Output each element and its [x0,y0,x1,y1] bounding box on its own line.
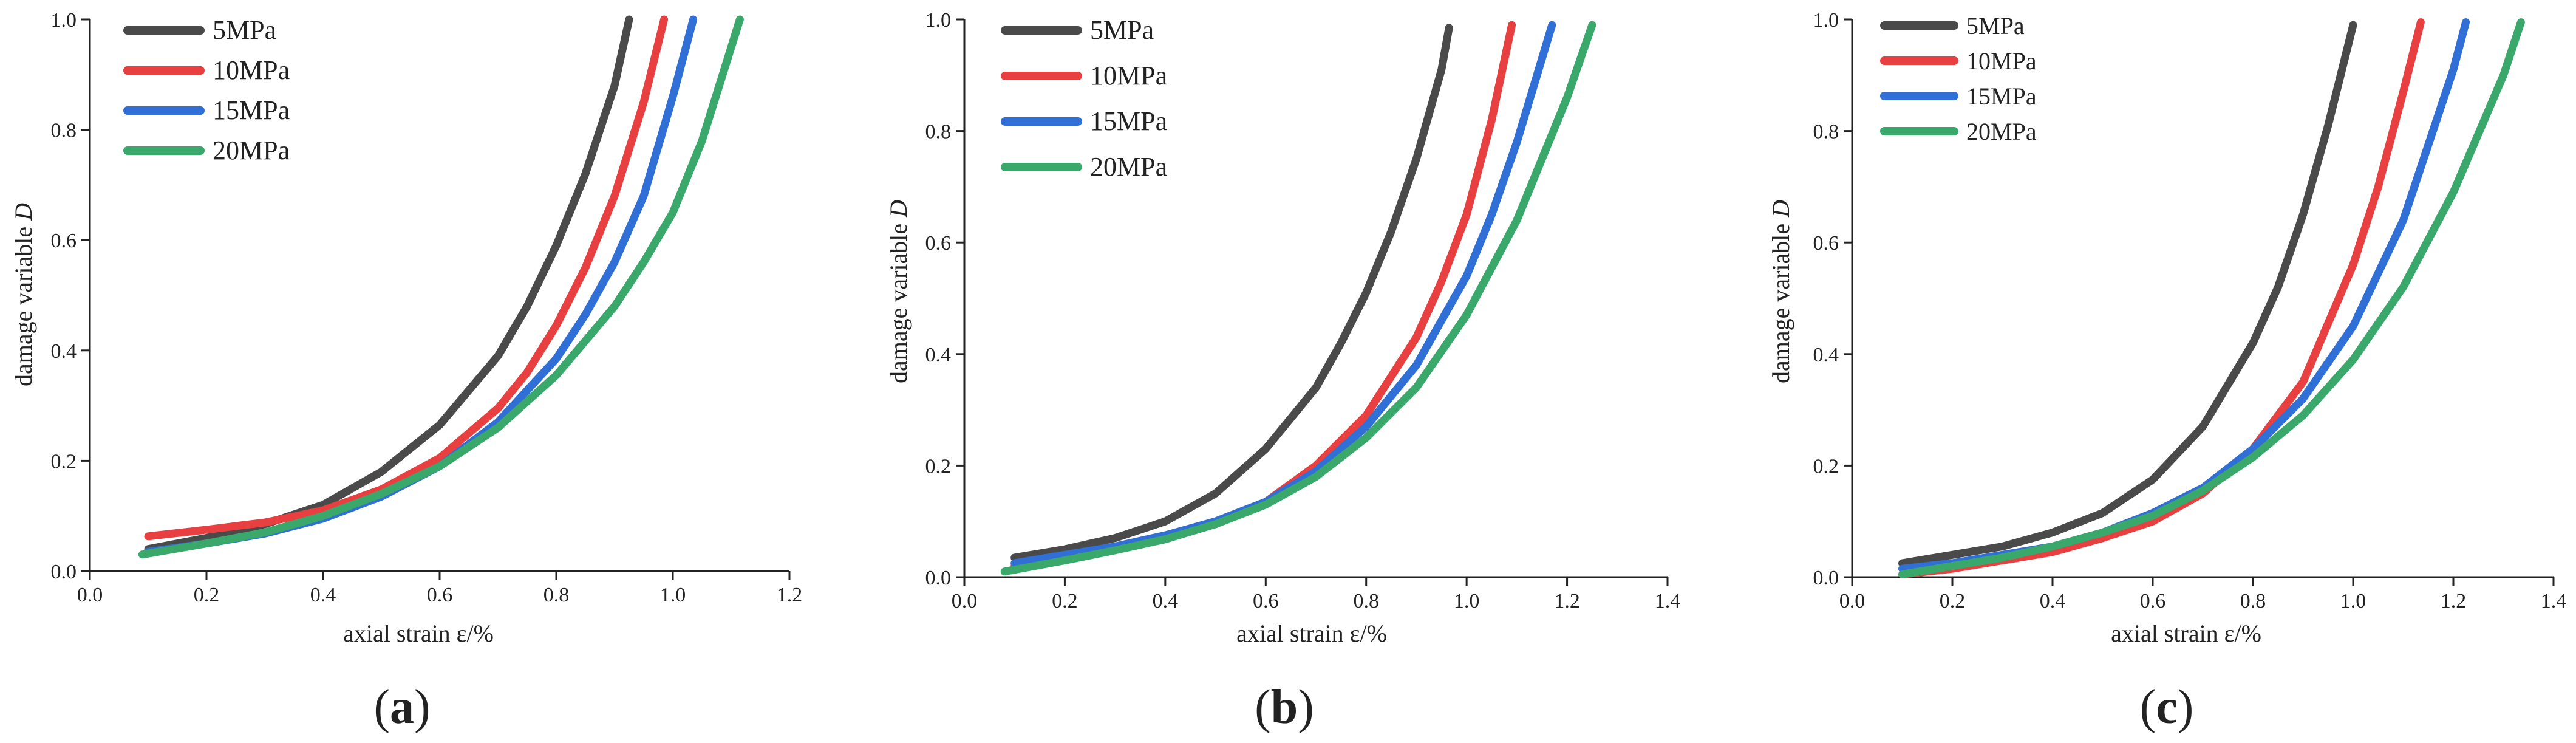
panel-b-legend-label: 5MPa [1090,15,1154,45]
panel-c-x-tick-label: 1.0 [2340,590,2366,612]
panel-c-legend-label: 20MPa [1966,118,2037,145]
panel-b: 0.0 0.2 0.4 0.6 0.8 1.0 1.2 1.4 0.0 0.2 0.4 0.6 0.8 1… [885,9,1680,734]
panel-c-plot-area: 0.0 0.2 0.4 0.6 0.8 1.0 1.2 1.4 0.0 0.2 0.4 0.6 0.8 1… [1813,9,2567,612]
panel-b-y-tick-label: 0.8 [925,121,952,143]
panel-c-x-tick-label: 1.2 [2441,590,2467,612]
panel-b-x-tick-label: 0.4 [1153,590,1179,612]
panel-a-y-tick-label: 0.0 [51,561,77,583]
panel-c: 0.0 0.2 0.4 0.6 0.8 1.0 1.2 1.4 0.0 0.2 0.4 0.6 0.8 1… [1767,9,2566,734]
panel-a-x-tick-label: 0.8 [543,584,570,606]
panel-c-y-tick-label: 0.4 [1813,344,1839,366]
panel-a-series-20mpa [138,15,744,559]
panel-a-legend-label: 20MPa [213,135,290,165]
panel-c-legend-label: 5MPa [1966,12,2025,39]
panel-a-x-axis-label: axial strain ε/% [343,620,494,647]
panel-c-y-axis-label: damage variable D [1767,200,1794,383]
panel-b-y-tick-label: 0.4 [925,344,952,366]
panel-c-x-tick-label: 1.4 [2541,590,2567,612]
panel-c-x-tick-label: 0.4 [2040,590,2066,612]
panel-c-y-tick-label: 0.8 [1813,121,1839,143]
panel-b-x-tick-label: 1.0 [1454,590,1480,612]
panel-b-x-tick-label: 0.2 [1052,590,1078,612]
panel-c-letter: (c) [2140,680,2194,734]
panel-b-y-axis-label: damage variable D [885,200,912,383]
panel-b-letter: (b) [1255,680,1314,734]
panel-a-y-tick-label: 1.0 [51,9,77,32]
panel-b-y-tick-label: 0.6 [925,232,952,255]
panel-c-x-tick-label: 0.8 [2240,590,2266,612]
panel-a-y-axis-label: damage variable D [10,203,37,386]
panel-a-y-tick-label: 0.6 [51,230,77,252]
panel-a-letter: (a) [373,680,430,734]
panel-c-x-tick-label: 0.2 [1940,590,1966,612]
panel-a-legend-label: 10MPa [213,55,290,85]
panel-b-legend-label: 15MPa [1090,106,1167,136]
panel-a-x-tick-label: 0.4 [310,584,336,606]
panel-b-series-10mpa [1010,21,1516,570]
panel-c-x-tick-label: 0.0 [1839,590,1866,612]
panel-b-plot-area: 0.0 0.2 0.4 0.6 0.8 1.0 1.2 1.4 0.0 0.2 0.4 0.6 0.8 1… [925,9,1681,612]
panel-a-y-tick-label: 0.2 [51,450,77,473]
panel-a-series-10mpa [144,15,669,541]
panel-b-x-tick-label: 0.8 [1353,590,1379,612]
panel-b-legend-label: 10MPa [1090,61,1167,91]
panel-c-legend-label: 15MPa [1966,83,2037,110]
panel-b-y-tick-label: 0.2 [925,455,952,478]
panel-b-x-tick-label: 0.6 [1253,590,1279,612]
panel-a-legend-label: 5MPa [213,15,276,45]
panel-b-legend-label: 20MPa [1090,152,1167,182]
panel-b-x-axis-label: axial strain ε/% [1236,620,1387,647]
panel-a-plot-area: 0.0 0.2 0.4 0.6 0.8 1.0 1.2 0.0 0.2 0.4 0.6 0.8 1.0 5… [51,9,803,606]
panel-c-series-20mpa [1898,18,2525,578]
panel-c-y-tick-label: 1.0 [1813,9,1839,32]
panel-b-series-20mpa [1000,21,1596,576]
panel-c-x-tick-label: 0.6 [2140,590,2166,612]
panel-b-y-tick-label: 1.0 [925,9,952,32]
panel-a-legend-label: 15MPa [213,95,290,125]
panel-c-legend-label: 10MPa [1966,47,2037,75]
panel-b-y-tick-label: 0.0 [925,567,952,589]
panel-c-y-tick-label: 0.6 [1813,232,1839,255]
panel-a: 0.0 0.2 0.4 0.6 0.8 1.0 1.2 0.0 0.2 0.4 0.6 0.8 1.0 5… [10,9,802,734]
panel-a-x-tick-label: 1.2 [777,584,803,606]
panel-b-x-tick-label: 1.2 [1554,590,1580,612]
panel-a-x-tick-label: 0.0 [77,584,103,606]
panel-a-x-tick-label: 0.6 [427,584,453,606]
panel-a-y-tick-label: 0.8 [51,120,77,142]
panel-c-series-5mpa [1898,21,2357,567]
panel-b-x-tick-label: 0.0 [952,590,978,612]
panel-c-x-axis-label: axial strain ε/% [2111,620,2261,647]
panel-a-x-tick-label: 0.2 [194,584,220,606]
panel-b-series-5mpa [1010,24,1453,562]
panel-a-x-tick-label: 1.0 [660,584,686,606]
panel-b-x-tick-label: 1.4 [1655,590,1681,612]
panel-a-y-tick-label: 0.4 [51,340,77,363]
panel-c-y-tick-label: 0.0 [1813,567,1839,589]
panel-c-y-tick-label: 0.2 [1813,455,1839,478]
